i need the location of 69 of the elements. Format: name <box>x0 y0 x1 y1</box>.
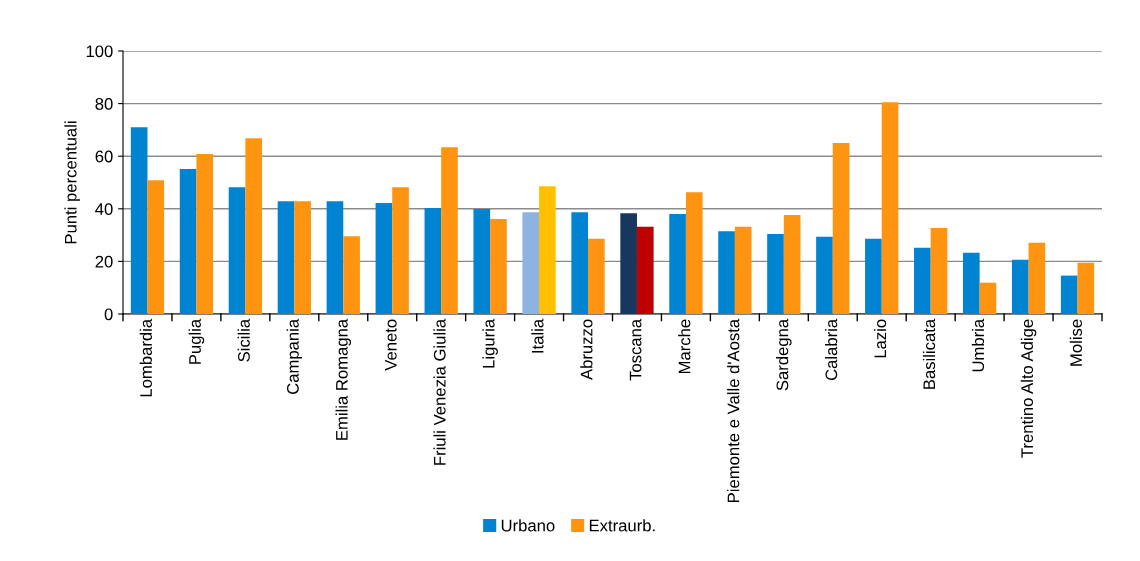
x-tick-label: Molise <box>1069 319 1082 366</box>
bar <box>816 236 833 314</box>
x-tick-label: Campania <box>286 318 303 394</box>
bar <box>914 247 931 314</box>
bar <box>522 212 540 314</box>
bar <box>147 180 165 314</box>
bar <box>571 212 589 314</box>
bar <box>962 252 980 314</box>
x-tick-label: Piemonte e Valle d'Aosta <box>727 318 740 502</box>
bar <box>375 203 393 314</box>
bar <box>1060 275 1078 314</box>
y-tick-label: 60 <box>95 150 113 163</box>
y-tick-label: 0 <box>104 308 113 321</box>
x-tick-label: Lombardia <box>139 318 152 397</box>
y-tick-label: 40 <box>95 203 113 215</box>
legend-label: Extraurb. <box>589 519 655 532</box>
bar <box>490 219 507 314</box>
bar <box>865 238 882 314</box>
bar <box>179 169 197 314</box>
bar <box>881 102 899 314</box>
y-tick-label: 20 <box>95 255 113 268</box>
x-tick-label: Friuli Venezia Giulia <box>433 318 446 465</box>
x-tick-label: Italia <box>531 318 544 353</box>
x-tick-label: Lazio <box>873 319 887 358</box>
bar <box>1011 259 1029 314</box>
bar <box>718 231 735 314</box>
bar <box>343 236 360 314</box>
x-tick-label: Sardegna <box>776 318 792 391</box>
x-tick-label: Marche <box>678 319 691 374</box>
bar <box>767 234 784 314</box>
y-tick-label: 100 <box>86 45 113 58</box>
x-tick-label: Emilia Romagna <box>335 318 352 440</box>
bar <box>277 201 295 314</box>
x-tick-label: Umbria <box>971 318 985 372</box>
bar <box>930 228 948 314</box>
bar <box>392 187 409 314</box>
x-tick-label: Basilicata <box>922 318 936 389</box>
x-tick-label: Toscana <box>629 318 642 381</box>
x-tick-label: Puglia <box>188 318 205 364</box>
bar <box>620 213 637 314</box>
bar <box>1028 242 1046 314</box>
bar <box>979 282 997 314</box>
bar <box>326 201 344 314</box>
bar <box>1077 262 1095 314</box>
bar <box>783 215 801 314</box>
bar <box>294 201 311 314</box>
bar <box>734 226 752 314</box>
bar <box>473 209 491 314</box>
bar <box>245 138 263 314</box>
bar <box>669 214 686 314</box>
bar <box>228 187 246 314</box>
x-tick-label: Liguria <box>482 318 498 368</box>
bar <box>441 147 458 314</box>
x-tick-label: Calabria <box>825 318 838 381</box>
y-axis-title: Punti percentuali <box>64 121 80 244</box>
bar <box>196 154 214 314</box>
x-tick-label: Abruzzo <box>580 319 593 380</box>
bar <box>130 127 148 314</box>
bar <box>636 226 654 314</box>
x-tick-label: Trentino Alto Adige <box>1020 319 1037 458</box>
bar <box>685 192 703 314</box>
legend-label: Urbano <box>501 519 555 532</box>
bar <box>424 208 442 314</box>
x-tick-label: Veneto <box>385 319 397 371</box>
bar <box>588 238 605 314</box>
y-tick-label: 80 <box>95 98 113 110</box>
x-tick-label: Sicilia <box>237 318 250 362</box>
bar <box>539 186 556 314</box>
bar <box>832 143 850 314</box>
